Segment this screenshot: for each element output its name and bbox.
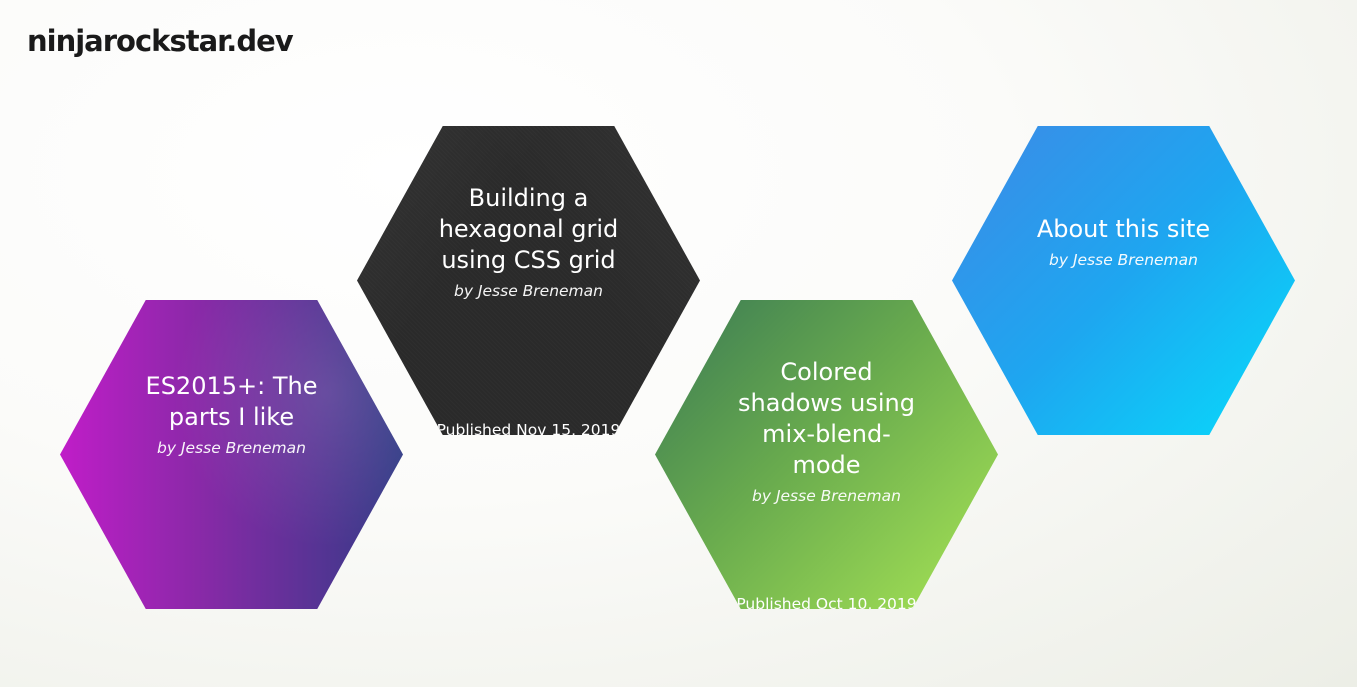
card-content: About this site by Jesse Breneman Publis… bbox=[1032, 214, 1215, 435]
post-date: Published Oct 10, 2019 bbox=[736, 595, 917, 609]
post-card-colored-shadows[interactable]: Colored shadows using mix-blend-mode by … bbox=[655, 300, 998, 609]
site-logo-link[interactable]: ninjarockstar.dev bbox=[27, 24, 294, 58]
post-date: Published Apr 9, 2020 bbox=[140, 608, 323, 609]
post-title: ES2015+: The parts I like bbox=[145, 372, 318, 431]
card-content: Building a hexagonal grid using CSS grid… bbox=[437, 183, 621, 435]
post-card-hexagonal-grid[interactable]: Building a hexagonal grid using CSS grid… bbox=[357, 126, 700, 435]
post-author: by Jesse Breneman bbox=[157, 439, 306, 457]
post-card-about-site[interactable]: About this site by Jesse Breneman Publis… bbox=[952, 126, 1295, 435]
card-content: ES2015+: The parts I like by Jesse Brene… bbox=[140, 371, 323, 609]
post-author: by Jesse Breneman bbox=[454, 282, 603, 300]
post-card-es2015[interactable]: ES2015+: The parts I like by Jesse Brene… bbox=[60, 300, 403, 609]
post-date: Published Nov 15, 2019 bbox=[436, 421, 621, 435]
post-author: by Jesse Breneman bbox=[752, 487, 901, 505]
post-title: About this site bbox=[1036, 215, 1211, 243]
post-author: by Jesse Breneman bbox=[1049, 251, 1198, 269]
post-title: Colored shadows using mix-blend-mode bbox=[738, 358, 915, 479]
card-content: Colored shadows using mix-blend-mode by … bbox=[735, 357, 918, 609]
post-title: Building a hexagonal grid using CSS grid bbox=[438, 184, 619, 274]
